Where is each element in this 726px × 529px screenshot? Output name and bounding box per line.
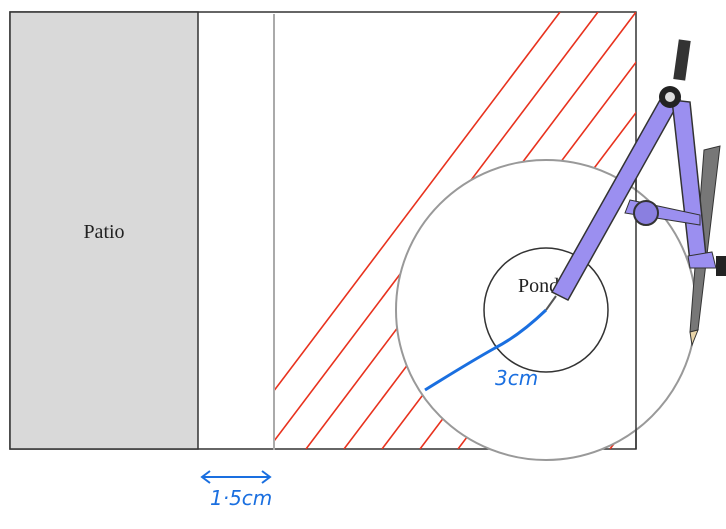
gap-label: 1·5cm [210, 486, 272, 510]
compass [545, 39, 726, 347]
arrow-heads [200, 470, 272, 484]
radius-label: 3cm [495, 366, 538, 390]
hatch-line [274, 12, 561, 393]
radius-line [424, 308, 548, 392]
patio-label: Patio [83, 221, 124, 243]
pond-label: Pond [518, 275, 559, 297]
patio [9, 11, 199, 450]
